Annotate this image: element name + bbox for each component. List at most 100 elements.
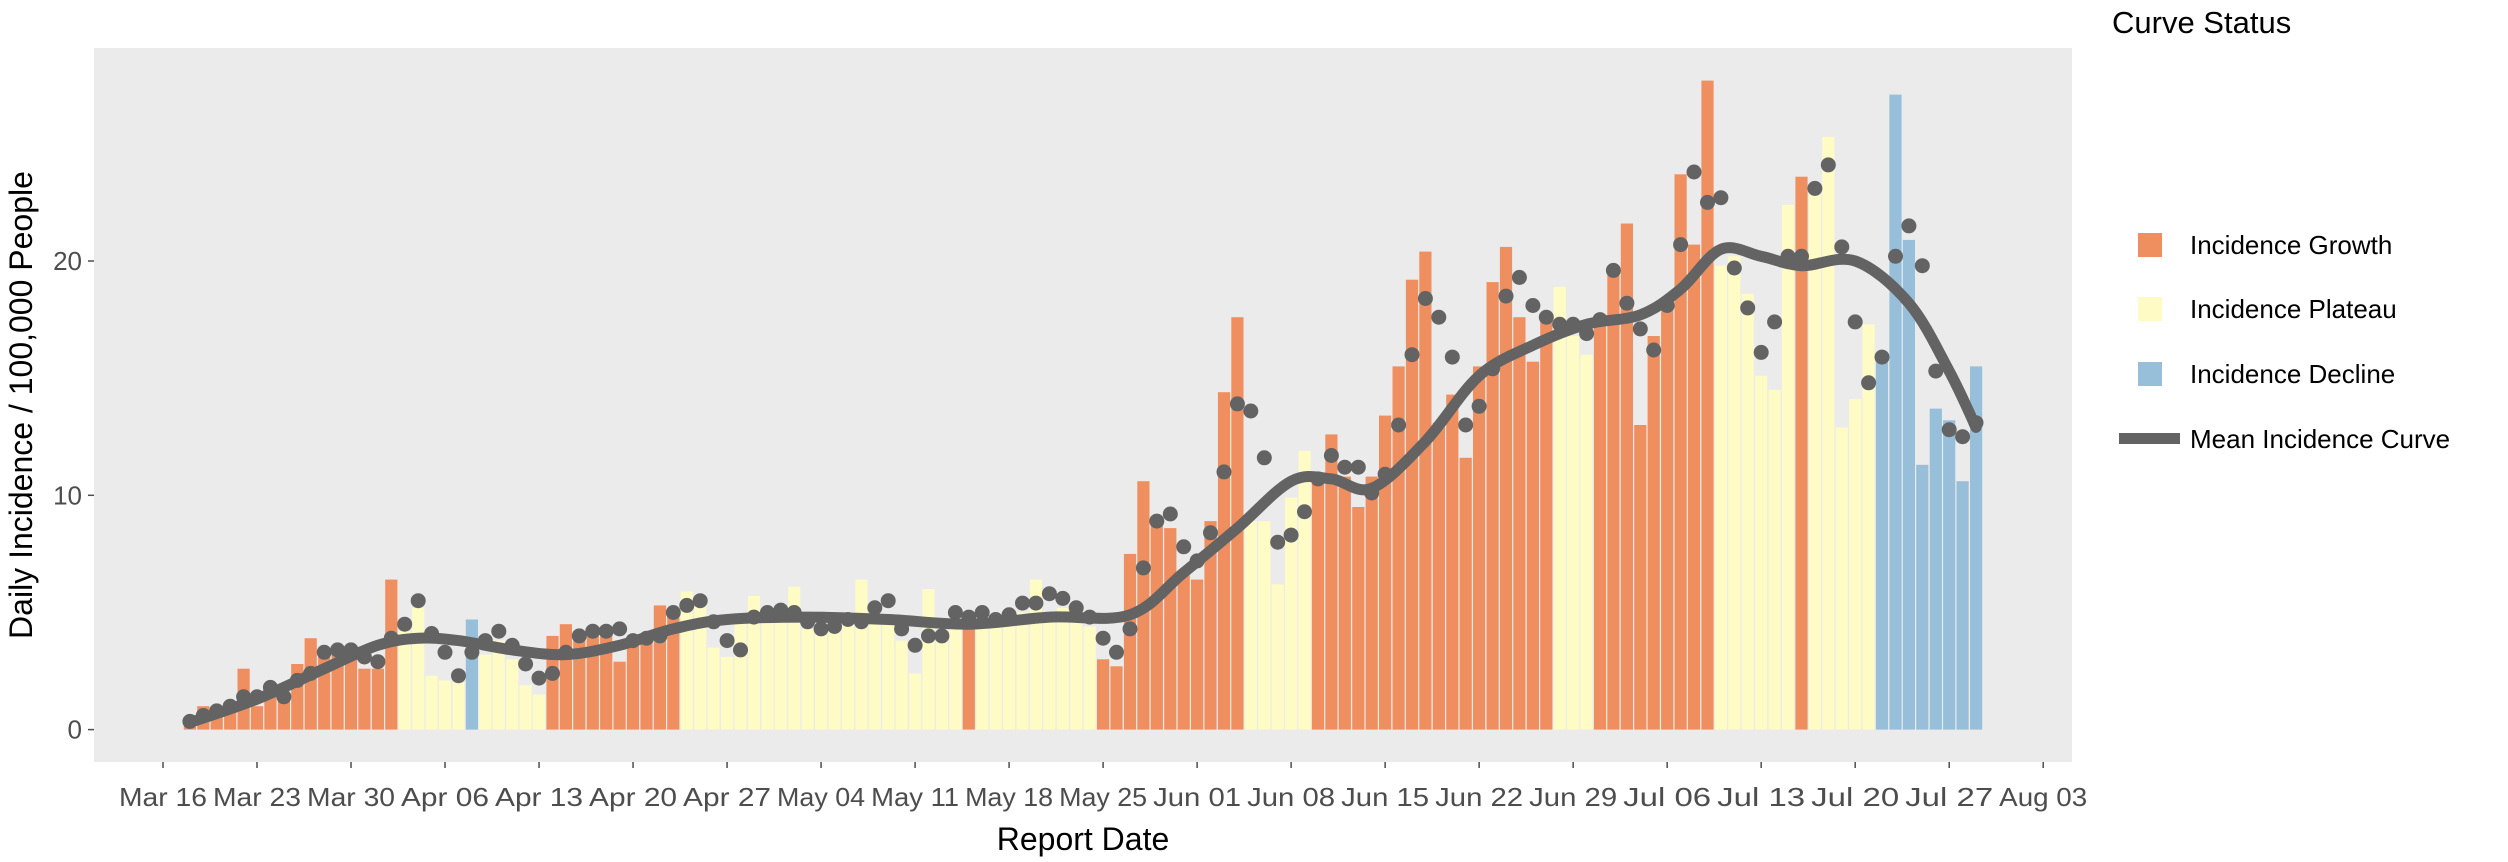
- data-point: [1404, 347, 1420, 363]
- data-point: [383, 630, 399, 646]
- data-point: [236, 689, 252, 705]
- bar: [761, 617, 774, 730]
- x-tick-label: May 25: [1059, 782, 1147, 812]
- bar: [1647, 336, 1660, 730]
- data-point: [1928, 363, 1944, 379]
- data-point: [1149, 513, 1165, 529]
- x-tick-label: Jul 13: [1717, 782, 1805, 812]
- bar: [1687, 244, 1701, 730]
- data-point: [1189, 553, 1205, 569]
- bar: [626, 635, 640, 730]
- x-tick-label: Aug 03: [1999, 782, 2087, 812]
- data-point: [625, 633, 641, 649]
- data-point: [356, 649, 372, 665]
- data-point: [773, 602, 789, 618]
- data-point: [397, 616, 413, 632]
- data-point: [1082, 609, 1098, 625]
- data-point: [464, 644, 480, 660]
- data-point: [1162, 506, 1178, 522]
- data-point: [1525, 298, 1541, 313]
- data-point: [1538, 309, 1554, 325]
- data-point: [1861, 375, 1877, 391]
- data-point: [504, 637, 520, 653]
- data-point: [585, 623, 601, 639]
- data-point: [1605, 262, 1621, 278]
- legend-label-decline: Incidence Decline: [2190, 359, 2395, 389]
- data-point: [921, 628, 936, 644]
- bar: [667, 610, 680, 730]
- data-point: [477, 633, 493, 649]
- data-point: [961, 609, 977, 625]
- bar: [1661, 298, 1674, 730]
- data-point: [827, 619, 842, 634]
- y-axis: 0 10 20: [53, 246, 94, 745]
- x-tick-label: May 04: [777, 782, 865, 812]
- bar: [1835, 427, 1848, 730]
- bar: [492, 640, 505, 730]
- data-point: [1807, 180, 1823, 196]
- data-point: [1417, 291, 1433, 306]
- bar: [358, 668, 371, 730]
- data-point: [733, 642, 748, 658]
- bar: [1674, 174, 1687, 730]
- bar: [801, 628, 814, 730]
- bar: [895, 640, 908, 730]
- bar: [1244, 521, 1257, 730]
- bar: [1634, 425, 1647, 730]
- data-point: [1068, 600, 1084, 616]
- data-point: [1820, 157, 1836, 173]
- bar: [1593, 324, 1607, 730]
- bar: [841, 619, 854, 730]
- bar: [1768, 389, 1781, 730]
- bar: [1540, 319, 1553, 730]
- bar: [506, 659, 519, 730]
- data-point: [316, 644, 332, 660]
- data-point: [1431, 309, 1447, 325]
- bar: [1164, 528, 1177, 730]
- bar: [1580, 354, 1593, 730]
- x-tick-label: Apr 27: [683, 782, 771, 812]
- data-point: [867, 600, 883, 616]
- data-point: [1579, 326, 1595, 342]
- bar: [1338, 476, 1351, 730]
- bar: [1432, 422, 1445, 730]
- bar: [1553, 286, 1566, 730]
- data-point: [598, 623, 614, 639]
- bar: [1943, 420, 1956, 730]
- y-tick-label: 10: [53, 480, 82, 510]
- x-axis: Mar 16 Mar 23 Mar 30 Apr 06 Apr 13 Apr 20 Apr …: [119, 762, 2087, 812]
- data-point: [491, 623, 507, 639]
- bar: [1459, 457, 1472, 730]
- data-point: [1001, 607, 1017, 623]
- bar: [976, 619, 989, 730]
- x-tick-label: Jun 29: [1529, 782, 1617, 812]
- data-point: [276, 689, 292, 705]
- bar: [1701, 80, 1714, 730]
- data-point: [1700, 194, 1715, 210]
- bar: [1486, 282, 1499, 730]
- data-point: [786, 605, 802, 620]
- bar: [1070, 610, 1083, 730]
- data-point: [1874, 349, 1890, 365]
- bar: [1607, 268, 1620, 730]
- data-point: [1673, 237, 1689, 253]
- bar: [1097, 659, 1110, 730]
- bar: [694, 605, 707, 730]
- bar: [935, 638, 948, 730]
- data-point: [1015, 595, 1030, 611]
- legend-label-plateau: Incidence Plateau: [2190, 294, 2397, 324]
- data-point: [343, 642, 359, 658]
- bar: [1567, 336, 1580, 730]
- data-point: [907, 637, 923, 653]
- legend-title: Curve Status: [2112, 5, 2291, 40]
- bar: [747, 596, 760, 730]
- bar: [640, 633, 653, 730]
- bar: [1056, 607, 1069, 730]
- bar: [1325, 434, 1338, 730]
- data-point: [1955, 429, 1971, 445]
- data-point: [612, 621, 628, 637]
- bar: [1902, 239, 1915, 730]
- data-point: [262, 679, 278, 695]
- data-point: [1686, 164, 1702, 180]
